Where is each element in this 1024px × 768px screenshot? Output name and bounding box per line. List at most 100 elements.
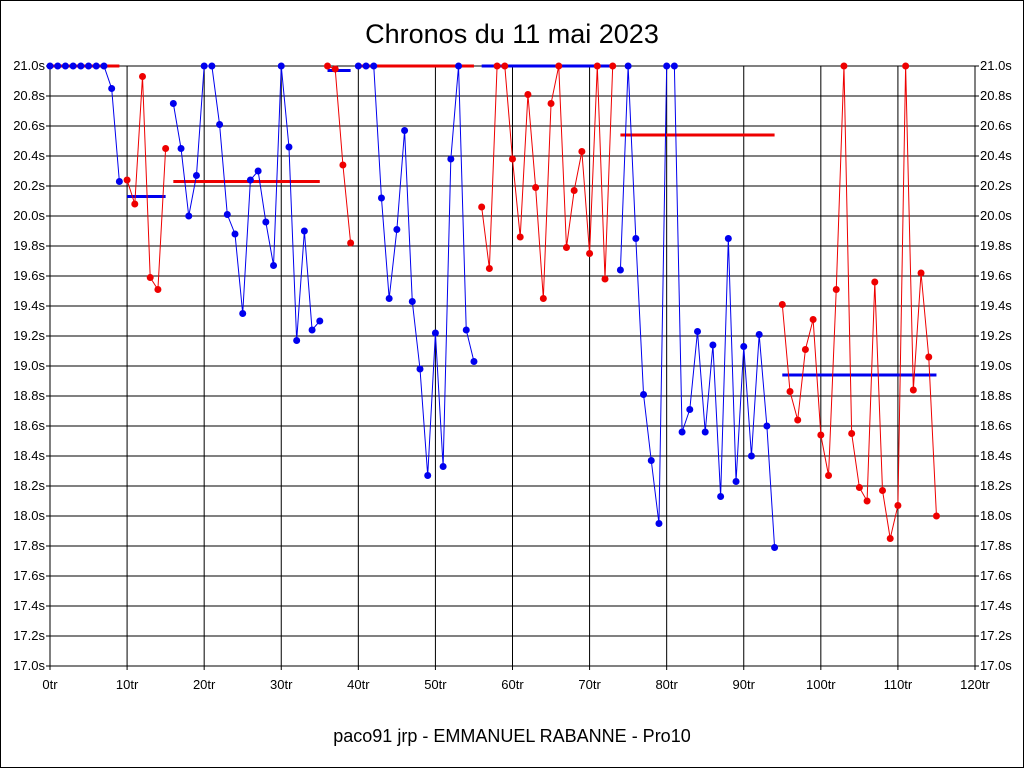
data-point — [200, 62, 208, 70]
data-point — [69, 62, 77, 70]
data-point — [416, 365, 424, 373]
data-point — [362, 62, 370, 70]
data-point — [663, 62, 671, 70]
data-point — [370, 62, 378, 70]
y-tick-label-left: 20.6s — [13, 118, 45, 133]
data-point — [485, 265, 493, 272]
x-tick-label: 60tr — [501, 677, 524, 692]
tick-labels: 17.0s 17.0s 17.2s 17.2s 17.4s 17.4s 17.6s 17.6s… — [13, 58, 1012, 692]
data-point — [77, 62, 85, 70]
y-tick-label-left: 20.2s — [13, 178, 45, 193]
data-point — [277, 62, 285, 70]
x-tick-label: 20tr — [193, 677, 216, 692]
data-point — [562, 244, 570, 251]
data-point — [324, 62, 331, 70]
y-tick-label-right: 17.2s — [980, 628, 1012, 643]
data-point — [455, 62, 463, 70]
data-point — [100, 62, 108, 70]
y-tick-label-right: 20.8s — [980, 88, 1012, 103]
y-tick-label-left: 21.0s — [13, 58, 45, 73]
data-point — [262, 218, 270, 226]
data-point — [755, 331, 763, 338]
data-point — [801, 346, 809, 353]
data-point — [385, 295, 393, 302]
data-point — [115, 178, 123, 185]
data-point — [146, 274, 154, 281]
x-tick-label: 0tr — [42, 677, 58, 692]
data-point — [270, 262, 278, 269]
y-tick-label-left: 18.4s — [13, 448, 45, 463]
y-tick-label-right: 19.2s — [980, 328, 1012, 343]
x-tick-label: 120tr — [960, 677, 990, 692]
x-tick-label: 90tr — [733, 677, 756, 692]
data-point — [902, 62, 910, 70]
data-point — [470, 358, 478, 365]
series-blue — [354, 62, 478, 479]
x-tick-label: 70tr — [578, 677, 601, 692]
data-point — [300, 227, 308, 235]
data-point — [879, 487, 886, 494]
y-tick-label-right: 18.2s — [980, 478, 1012, 493]
data-point — [724, 235, 732, 242]
y-tick-label-left: 19.0s — [13, 358, 45, 373]
data-point — [516, 233, 524, 241]
data-point — [655, 520, 663, 527]
data-point — [763, 422, 771, 430]
data-point — [408, 298, 416, 305]
data-point — [162, 145, 170, 152]
y-tick-label-left: 19.4s — [13, 298, 45, 313]
y-tick-label-right: 17.0s — [980, 658, 1012, 673]
data-point — [54, 62, 62, 70]
data-point — [886, 535, 894, 542]
data-point — [169, 100, 177, 107]
y-tick-label-right: 19.6s — [980, 268, 1012, 283]
series-red — [478, 62, 617, 302]
data-point — [539, 295, 547, 302]
series-red — [778, 62, 940, 542]
data-point — [809, 316, 817, 323]
data-point — [732, 478, 740, 485]
data-point — [154, 286, 162, 293]
data-point — [347, 239, 355, 247]
data-point — [601, 275, 609, 283]
data-point — [932, 512, 940, 520]
data-point — [678, 428, 686, 436]
data-point — [493, 62, 501, 70]
data-point — [208, 62, 216, 70]
x-tick-label: 110tr — [884, 677, 913, 692]
series-blue — [616, 62, 779, 551]
data-point — [216, 121, 224, 128]
y-tick-label-left: 18.8s — [13, 388, 45, 403]
y-tick-label-right: 18.8s — [980, 388, 1012, 403]
series-blue — [46, 62, 123, 185]
data-point — [447, 155, 455, 163]
y-tick-label-left: 17.6s — [13, 568, 45, 583]
y-tick-label-right: 20.6s — [980, 118, 1012, 133]
y-tick-label-right: 17.4s — [980, 598, 1012, 613]
y-tick-label-right: 18.6s — [980, 418, 1012, 433]
y-tick-label-left: 19.8s — [13, 238, 45, 253]
data-point — [393, 226, 401, 233]
data-point — [177, 145, 185, 152]
data-point — [840, 62, 848, 70]
series-line — [327, 65, 352, 244]
series-red — [324, 62, 355, 247]
y-tick-label-left: 18.2s — [13, 478, 45, 493]
x-tick-label: 80tr — [655, 677, 678, 692]
chart-title: Chronos du 11 mai 2023 — [365, 19, 659, 49]
data-point — [624, 62, 632, 70]
data-point — [439, 463, 447, 470]
data-point — [825, 472, 833, 479]
data-point — [254, 167, 262, 175]
y-tick-label-right: 21.0s — [980, 58, 1012, 73]
data-point — [863, 497, 871, 505]
data-point — [92, 62, 100, 70]
series-line — [50, 65, 120, 182]
data-point — [701, 428, 709, 436]
data-point — [46, 62, 54, 70]
series-line — [481, 65, 614, 299]
data-point — [123, 176, 131, 184]
data-point — [586, 250, 594, 257]
data-point — [61, 62, 69, 70]
series-line — [172, 65, 321, 341]
